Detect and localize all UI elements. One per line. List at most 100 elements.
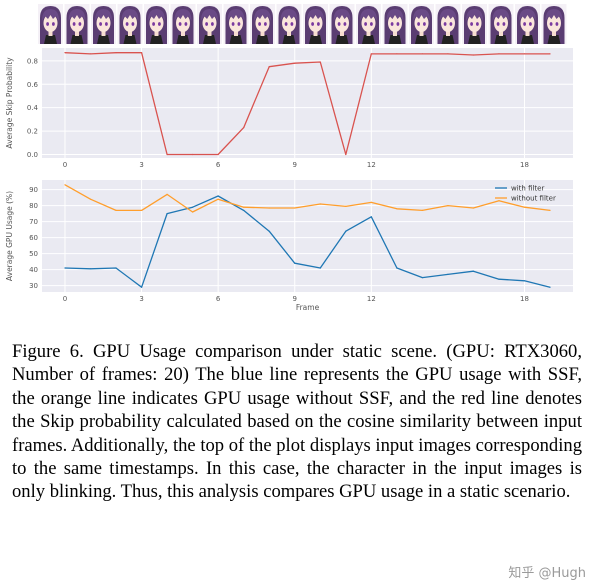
skip-probability-chart: 0 3 6 9 12 18 0.0 0.2 0.4 0.6 0.8 Average Skip Prob… [5,48,573,169]
eye-right [264,22,267,26]
data-point [345,153,347,156]
y-tick-label: 50 [29,250,38,258]
frame-thumbnail [329,4,355,44]
data-point [319,203,321,205]
hair-bangs [280,9,298,21]
eye-left [523,22,526,26]
plot-area [42,180,573,292]
face [70,14,84,32]
data-point [396,53,398,55]
data-point [192,206,194,208]
y-axis-label: Average GPU Usage (%) [5,191,14,281]
frame-thumbnail [223,4,249,44]
data-point [294,262,296,264]
eye-right [476,22,479,26]
frame-thumbnail [64,4,90,44]
outfit [70,35,84,44]
y-tick-label: 0.2 [27,128,38,136]
data-point [140,209,143,211]
face [547,14,561,32]
hair-bangs [227,9,245,21]
data-point [421,277,423,279]
data-point [370,53,372,55]
outfit [282,35,296,44]
data-point [549,286,551,288]
frame-thumbnail [303,4,328,44]
data-point [498,278,500,280]
neck [154,31,159,36]
data-point [243,126,245,129]
eye-right [449,22,453,26]
neck [366,31,371,36]
data-point [243,206,245,208]
neck [446,31,450,36]
series-line [64,195,551,288]
x-tick-label: 12 [367,161,376,169]
eye-right [131,22,135,26]
data-point [472,207,475,209]
neck [525,31,530,36]
data-point [472,270,475,272]
face [388,14,402,32]
series-line [64,52,550,156]
hair-bangs [519,9,536,21]
y-tick-label: 70 [29,218,38,226]
data-point [140,52,143,54]
y-tick-label: 90 [29,186,38,194]
outfit [309,35,322,44]
frame-thumbnail [91,4,116,44]
series-line [64,184,551,213]
data-point [472,54,475,56]
frame-thumbnail [144,4,169,44]
plot-area [42,48,573,158]
input-frame-strip [38,4,567,44]
hair-bangs [307,9,324,21]
neck [393,31,397,36]
eye-left [231,22,235,26]
hair-bangs [174,9,192,21]
eye-left [311,22,314,26]
y-tick-label: 0.6 [27,81,39,89]
frame-thumbnail [488,4,514,44]
hair-bangs [360,9,377,21]
eye-left [549,22,553,26]
x-tick-label: 18 [520,161,529,169]
data-point [294,207,296,209]
neck [419,31,424,36]
eye-left [72,22,76,26]
hair-bangs [68,9,86,21]
data-point [166,213,168,215]
eye-right [343,22,347,26]
hair-bangs [492,9,510,21]
data-point [421,209,423,211]
data-point [396,267,398,269]
frame-thumbnail [38,4,63,44]
neck [472,31,477,36]
gpu-usage-chart: 0 3 6 9 12 18 30 40 50 60 70 80 90 Average GPU Usage … [5,180,573,312]
data-point [447,53,449,55]
data-point [64,184,66,186]
eye-right [502,22,506,26]
data-point [319,267,321,269]
eye-left [258,22,261,26]
data-point [243,209,245,211]
frame-thumbnail [250,4,275,44]
outfit [335,35,349,44]
data-point [345,205,347,207]
face [176,14,190,32]
eye-left [364,22,367,26]
neck [48,31,53,36]
outfit [123,35,137,44]
neck [181,31,185,36]
data-point [115,209,117,211]
neck [207,31,212,36]
x-tick-label: 3 [139,295,143,303]
eye-right [52,22,55,26]
outfit [97,35,110,44]
outfit [176,35,190,44]
face [335,14,349,32]
outfit [547,35,561,44]
face [282,14,296,32]
neck [234,31,238,36]
eye-left [152,22,155,26]
